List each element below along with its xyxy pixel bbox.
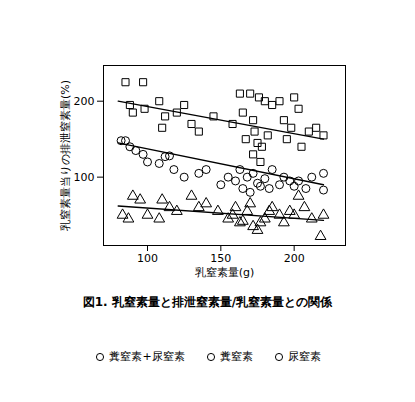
svg-text:150: 150 xyxy=(210,252,231,265)
html-text:図1. 乳窒素量と排泄窒素量/乳窒素量との関係: 図1. 乳窒素量と排泄窒素量/乳窒素量との関係 xyxy=(82,295,333,309)
svg-text:100: 100 xyxy=(74,171,95,184)
html-text:尿窒素: 尿窒素 xyxy=(287,350,321,363)
svg-text:100: 100 xyxy=(137,252,158,265)
svg-text:乳窒素量当りの排泄窒素量(%): 乳窒素量当りの排泄窒素量(%) xyxy=(59,80,72,231)
html-text:糞窒素: 糞窒素 xyxy=(219,350,253,363)
svg-text:200: 200 xyxy=(74,95,95,108)
html-text:糞窒素+尿窒素: 糞窒素+尿窒素 xyxy=(109,350,185,363)
svg-text:乳窒素量(g): 乳窒素量(g) xyxy=(195,266,255,279)
svg-text:200: 200 xyxy=(284,252,305,265)
